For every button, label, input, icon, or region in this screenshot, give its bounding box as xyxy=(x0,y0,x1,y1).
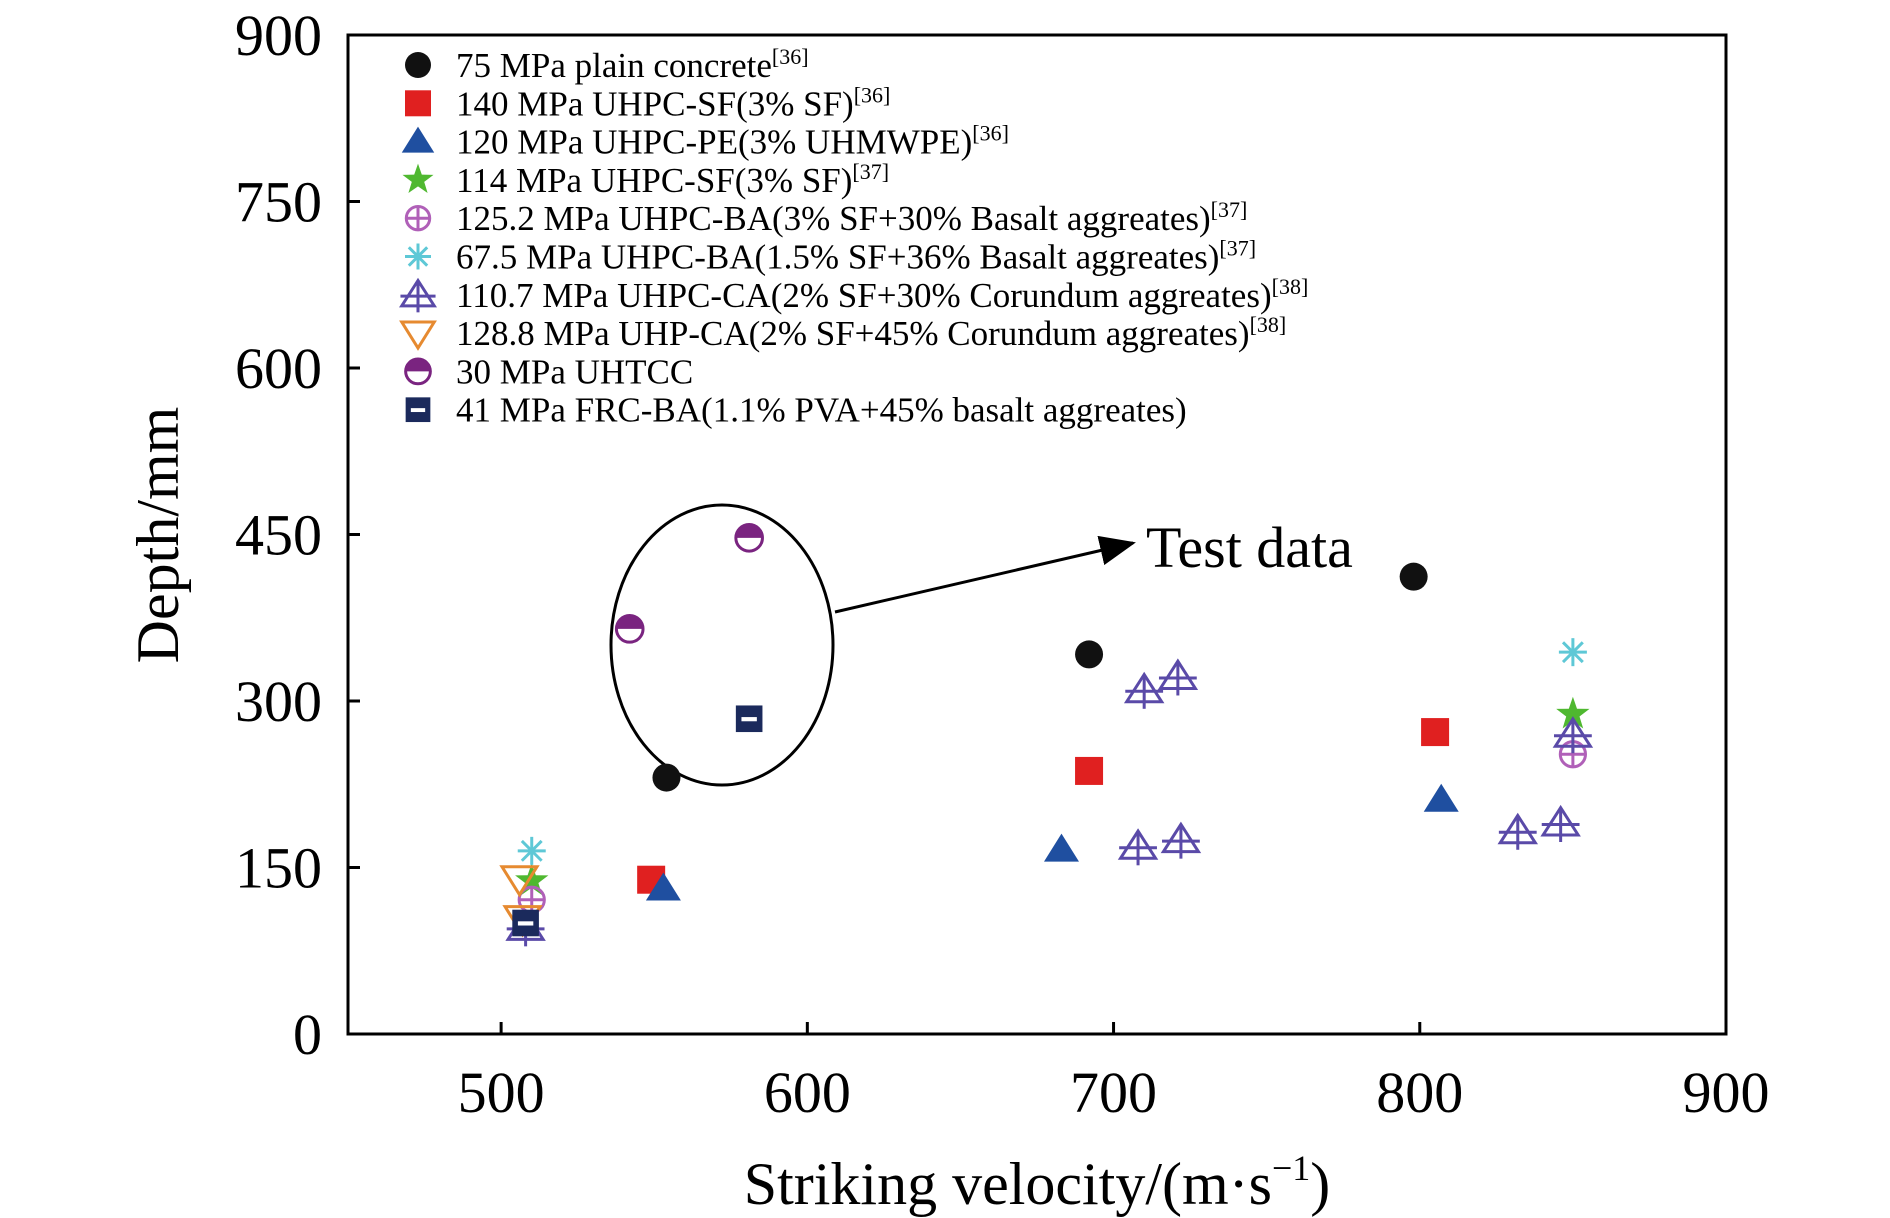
data-point xyxy=(1157,658,1199,696)
data-point xyxy=(645,872,681,901)
test-data-arrow xyxy=(834,535,1136,614)
data-point xyxy=(1540,804,1581,842)
data-point xyxy=(515,863,549,895)
legend-marker xyxy=(399,320,437,351)
x-tick-label: 900 xyxy=(1683,1060,1770,1125)
legend-label: 67.5 MPa UHPC-BA(1.5% SF+36% Basalt aggr… xyxy=(456,236,1256,277)
data-point xyxy=(734,523,764,553)
y-tick-label: 450 xyxy=(235,503,322,568)
legend-marker xyxy=(404,357,432,386)
legend-label: 41 MPa FRC-BA(1.1% PVA+45% basalt aggrea… xyxy=(456,391,1187,430)
legend-label: 125.2 MPa UHPC-BA(3% SF+30% Basalt aggre… xyxy=(456,197,1247,238)
legend-marker xyxy=(402,163,434,193)
y-tick-label: 300 xyxy=(235,669,322,734)
data-point xyxy=(652,763,681,792)
legend-label: 140 MPa UHPC-SF(3% SF)[36] xyxy=(456,82,890,123)
legend-marker xyxy=(399,277,437,313)
data-point xyxy=(614,614,645,644)
data-point xyxy=(1558,638,1587,667)
legend-marker xyxy=(405,243,431,270)
legend: 75 MPa plain concrete[36]140 MPa UHPC-SF… xyxy=(399,44,1308,430)
legend-label: 30 MPa UHTCC xyxy=(456,352,693,391)
y-tick-label: 0 xyxy=(293,1002,322,1067)
legend-marker xyxy=(405,52,431,78)
y-axis: 0 150 300 450 600 750 900 xyxy=(235,3,360,1067)
data-point xyxy=(1117,828,1159,866)
legend-marker xyxy=(405,90,431,117)
data-point xyxy=(735,705,763,733)
data-point xyxy=(1043,833,1079,862)
legend-marker xyxy=(405,397,431,423)
x-axis: 500 600 700 800 900 xyxy=(458,1022,1770,1125)
x-tick-label: 500 xyxy=(458,1060,545,1125)
legend-label: 114 MPa UHPC-SF(3% SF)[37] xyxy=(456,159,889,200)
test-data-ellipse xyxy=(609,503,835,787)
legend-label: 110.7 MPa UHPC-CA(2% SF+30% Corundum agg… xyxy=(456,274,1308,315)
legend-label: 75 MPa plain concrete[36] xyxy=(456,44,809,85)
data-point xyxy=(512,909,539,937)
legend-marker xyxy=(404,205,432,232)
data-points xyxy=(499,523,1594,947)
data-point xyxy=(1075,756,1104,785)
y-tick-label: 150 xyxy=(235,836,322,901)
y-tick-label: 600 xyxy=(235,336,322,401)
data-point xyxy=(1552,716,1594,754)
data-point xyxy=(1123,671,1165,709)
y-tick-label: 900 xyxy=(235,3,322,68)
legend-label: 120 MPa UHPC-PE(3% UHMWPE)[36] xyxy=(456,121,1009,162)
data-point xyxy=(1423,783,1459,812)
data-point xyxy=(1160,821,1202,859)
test-data-label: Test data xyxy=(1146,515,1353,580)
data-point xyxy=(1556,696,1590,729)
data-point xyxy=(1497,812,1539,850)
data-point xyxy=(499,865,540,898)
y-axis-title: Depth/mm xyxy=(125,407,191,664)
x-tick-label: 800 xyxy=(1376,1060,1463,1125)
data-point xyxy=(1075,640,1104,669)
data-point xyxy=(517,836,546,865)
legend-label: 128.8 MPa UHP-CA(2% SF+45% Corundum aggr… xyxy=(456,312,1286,353)
y-tick-label: 750 xyxy=(235,170,322,235)
x-axis-title: Striking velocity/(m·s−1) xyxy=(744,1148,1331,1217)
data-point xyxy=(1421,718,1450,747)
data-point xyxy=(1399,562,1428,591)
x-tick-label: 700 xyxy=(1070,1060,1157,1125)
x-tick-label: 600 xyxy=(764,1060,851,1125)
legend-marker xyxy=(401,126,435,153)
